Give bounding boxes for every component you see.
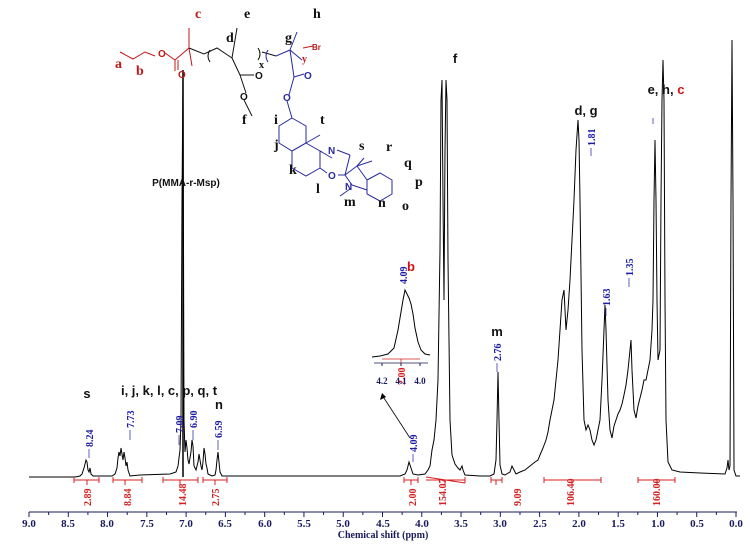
inset-peak-b: 2.00 4.09 4.2 4.1 4.0 — [371, 267, 431, 439]
assignment-s: s — [83, 386, 90, 401]
assignment-n: n — [215, 397, 223, 412]
svg-text:O: O — [283, 93, 291, 104]
x-tick-label: 1.5 — [611, 518, 625, 530]
svg-text:m: m — [344, 195, 356, 210]
assignment-f: f — [453, 51, 458, 66]
integrals — [73, 476, 676, 485]
inset-tick: 4.2 — [376, 376, 388, 386]
peak-label-2-76: 2.76 — [493, 344, 504, 362]
svg-text:k: k — [289, 163, 297, 178]
svg-text:p: p — [415, 175, 423, 190]
peak-assignments: s i, j, k, l, c, p, q, t n b f m d, g e,… — [83, 51, 684, 412]
svg-text:c: c — [195, 7, 201, 22]
x-tick-label: 3.5 — [454, 518, 468, 530]
x-tick-label: 8.5 — [61, 518, 75, 530]
peak-label-1-81: 1.81 — [587, 129, 598, 147]
svg-text:q: q — [404, 156, 412, 171]
peak-labels: 8.24 7.73 7.09 6.90 6.59 4.09 2.76 1.81 … — [85, 118, 654, 462]
assignment-d-g: d, g — [574, 103, 597, 118]
assignment-aromatic: i, j, k, l, c, p, q, t — [121, 383, 218, 398]
x-tick-label: 6.5 — [218, 518, 232, 530]
assignment-b: b — [407, 259, 415, 274]
inset-arrow — [381, 394, 411, 439]
x-tick-label: 4.0 — [415, 518, 429, 530]
structure-atoms: O O O O O O N O N Br — [158, 43, 352, 193]
integral-value: 2.75 — [211, 489, 222, 507]
svg-text:f: f — [242, 113, 247, 128]
svg-text:Br: Br — [312, 43, 321, 52]
svg-text:t: t — [320, 113, 325, 128]
svg-text:s: s — [359, 139, 365, 154]
svg-text:O: O — [178, 70, 186, 81]
peak-label-8-24: 8.24 — [85, 430, 96, 448]
x-tick-label: 4.5 — [376, 518, 390, 530]
x-tick-label: 2.5 — [533, 518, 547, 530]
svg-text:x: x — [259, 60, 264, 71]
svg-text:e: e — [244, 7, 250, 22]
x-tick-label: 2.0 — [572, 518, 586, 530]
integral-value: 2.00 — [408, 489, 419, 507]
peak-label-6-59: 6.59 — [214, 421, 225, 439]
svg-text:N: N — [328, 146, 335, 157]
svg-text:O: O — [304, 71, 312, 82]
x-tick-label: 7.0 — [179, 518, 193, 530]
peak-label-7-73: 7.73 — [126, 411, 137, 429]
structure-labels: a b c d e f g h i j k l m n o p q r s t … — [115, 7, 423, 214]
svg-text:N: N — [345, 182, 352, 193]
peak-label-6-90: 6.90 — [189, 411, 200, 429]
x-tick-label: 9.0 — [22, 518, 36, 530]
integral-value: 106.40 — [566, 479, 577, 507]
assignment-m: m — [491, 324, 503, 339]
x-tick-label: 0.5 — [690, 518, 704, 530]
svg-text:i: i — [274, 113, 278, 128]
x-tick-label: 0.0 — [729, 518, 743, 530]
x-tick-label: 1.0 — [651, 518, 665, 530]
assignment-e-h-c: e, h, c — [648, 82, 685, 97]
integral-value: 2.89 — [83, 489, 94, 507]
svg-text:d: d — [226, 31, 234, 46]
svg-text:b: b — [136, 64, 144, 79]
x-tick-label: 3.0 — [493, 518, 507, 530]
x-tick-label: 5.0 — [336, 518, 350, 530]
inset-tick: 4.1 — [395, 376, 407, 386]
svg-text:r: r — [386, 140, 392, 155]
x-tick-label: 8.0 — [100, 518, 114, 530]
x-axis-title: Chemical shift (ppm) — [338, 530, 429, 541]
svg-text:j: j — [273, 138, 279, 153]
svg-text:n: n — [378, 196, 386, 211]
svg-text:O: O — [240, 92, 248, 103]
x-tick-label: 7.5 — [140, 518, 154, 530]
svg-text:o: o — [402, 199, 409, 214]
svg-text:h: h — [313, 7, 321, 22]
svg-text:l: l — [316, 182, 320, 197]
peak-label-4-09: 4.09 — [409, 435, 420, 453]
svg-text:O: O — [158, 49, 166, 60]
x-tick-label: 6.0 — [258, 518, 272, 530]
peak-label-7-09: 7.09 — [175, 416, 186, 434]
inset-integral: 2.00 — [397, 368, 408, 386]
integral-value: 8.84 — [123, 489, 134, 507]
svg-text:O: O — [255, 71, 263, 82]
x-axis: 9.0 8.5 8.0 7.5 7.0 6.5 6.0 5.5 5.0 4.5 … — [22, 511, 743, 541]
integral-value: 154.07 — [438, 479, 449, 507]
svg-text:O: O — [328, 171, 336, 182]
x-tick-label: 5.5 — [297, 518, 311, 530]
inset-peak-label: 4.09 — [399, 267, 410, 285]
svg-text:a: a — [115, 57, 122, 72]
inset-tick: 4.0 — [414, 376, 426, 386]
chemical-structure — [119, 27, 393, 202]
peak-label-1-63: 1.63 — [602, 289, 613, 307]
svg-text:g: g — [285, 31, 292, 46]
integral-value: 160.00 — [652, 479, 663, 507]
polymer-name: P(MMA-r-Msp) — [152, 178, 220, 189]
integral-value: 14.48 — [178, 484, 189, 507]
peak-label-1-35: 1.35 — [625, 259, 636, 277]
integral-value: 9.09 — [513, 489, 524, 507]
svg-text:y: y — [302, 54, 307, 65]
integral-values: 2.89 8.84 14.48 2.75 2.00 154.07 9.09 10… — [83, 479, 663, 507]
